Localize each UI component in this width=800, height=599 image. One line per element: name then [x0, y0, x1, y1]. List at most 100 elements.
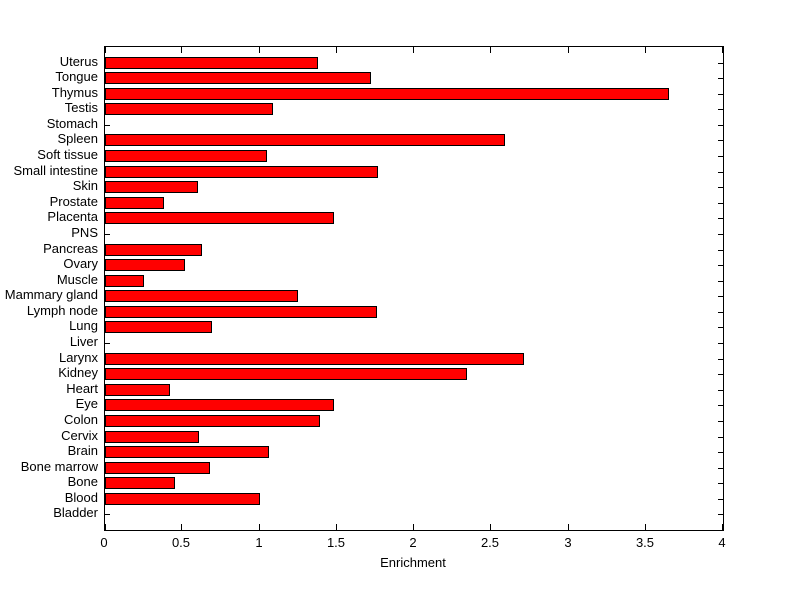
y-axis-tick	[718, 343, 723, 344]
bar-pancreas	[105, 244, 202, 256]
bar-testis	[105, 103, 273, 115]
bar-brain	[105, 446, 269, 458]
bar-soft-tissue	[105, 150, 267, 162]
y-tick-label: Eye	[75, 396, 98, 411]
y-axis-tick	[718, 234, 723, 235]
y-tick-label: Brain	[67, 443, 98, 458]
y-tick-label: Spleen	[57, 131, 98, 146]
y-tick-label: Stomach	[46, 116, 98, 131]
x-axis-tick	[259, 47, 260, 53]
x-tick-label: 2.5	[480, 535, 500, 550]
y-tick-label: Muscle	[56, 272, 98, 287]
y-tick-label: Liver	[69, 334, 98, 349]
x-axis-tick	[105, 524, 106, 530]
y-tick-label: Mammary gland	[4, 287, 98, 302]
bar-larynx	[105, 353, 524, 365]
y-axis-tick	[718, 421, 723, 422]
bar-lung	[105, 321, 212, 333]
y-axis-tick	[718, 437, 723, 438]
bar-thymus	[105, 88, 669, 100]
x-axis-tick	[181, 524, 182, 530]
y-tick-label: Small intestine	[13, 163, 98, 178]
x-tick-label: 3	[564, 535, 572, 550]
y-tick-label: Kidney	[58, 365, 98, 380]
bar-cervix	[105, 431, 199, 443]
x-tick-label: 1	[255, 535, 263, 550]
x-axis-tick	[336, 47, 337, 53]
y-tick-label: Bone	[67, 474, 98, 489]
bar-uterus	[105, 57, 318, 69]
bar-kidney	[105, 368, 467, 380]
y-tick-label: Uterus	[59, 54, 98, 69]
x-axis-tick	[490, 47, 491, 53]
y-axis-tick	[718, 203, 723, 204]
y-tick-label: Lung	[69, 318, 98, 333]
y-tick-label: Ovary	[63, 256, 98, 271]
bar-muscle	[105, 275, 144, 287]
y-axis-tick	[718, 265, 723, 266]
bar-lymph-node	[105, 306, 377, 318]
y-axis-tick	[718, 94, 723, 95]
x-axis-tick	[413, 524, 414, 530]
x-tick-label: 0	[100, 535, 108, 550]
bar-heart	[105, 384, 170, 396]
x-axis-tick	[722, 47, 723, 53]
y-tick-label: Heart	[66, 381, 98, 396]
y-axis-tick	[718, 109, 723, 110]
y-axis-tick	[718, 483, 723, 484]
plot-area	[104, 46, 724, 531]
y-axis-tick	[718, 374, 723, 375]
y-tick-label: Pancreas	[43, 241, 98, 256]
y-axis-tick	[718, 125, 723, 126]
y-axis-tick	[105, 343, 110, 344]
y-tick-label: Placenta	[47, 209, 98, 224]
y-tick-label: Skin	[72, 178, 98, 193]
y-axis-tick	[718, 156, 723, 157]
x-axis-tick	[568, 524, 569, 530]
bar-tongue	[105, 72, 371, 84]
y-tick-label: Testis	[64, 100, 98, 115]
y-axis-tick	[105, 234, 110, 235]
x-tick-label: 4	[718, 535, 726, 550]
y-axis-tick	[718, 499, 723, 500]
y-tick-label: Bone marrow	[20, 459, 98, 474]
bar-eye	[105, 399, 334, 411]
y-tick-label: Larynx	[58, 350, 98, 365]
x-axis-tick	[413, 47, 414, 53]
x-tick-label: 2	[409, 535, 417, 550]
y-axis-tick	[718, 63, 723, 64]
x-axis-tick	[490, 524, 491, 530]
y-axis-tick	[718, 78, 723, 79]
y-axis-tick	[105, 125, 110, 126]
bar-small-intestine	[105, 166, 378, 178]
y-tick-label: Cervix	[61, 428, 98, 443]
y-axis-tick	[718, 468, 723, 469]
y-axis-tick	[718, 218, 723, 219]
x-axis-tick	[645, 47, 646, 53]
x-axis-tick	[105, 47, 106, 53]
bar-skin	[105, 181, 198, 193]
y-axis-tick	[718, 390, 723, 391]
y-tick-label: Bladder	[53, 505, 98, 520]
y-axis-tick	[718, 250, 723, 251]
bar-ovary	[105, 259, 185, 271]
x-axis-tick	[568, 47, 569, 53]
y-axis-tick	[105, 514, 110, 515]
x-tick-label: 0.5	[171, 535, 191, 550]
y-tick-label: Lymph node	[26, 303, 98, 318]
y-axis-tick	[718, 405, 723, 406]
bar-colon	[105, 415, 320, 427]
bar-bone-marrow	[105, 462, 210, 474]
y-axis-tick	[718, 140, 723, 141]
x-tick-label: 3.5	[635, 535, 655, 550]
x-axis-tick	[645, 524, 646, 530]
x-tick-label: 1.5	[326, 535, 346, 550]
y-tick-label: Colon	[64, 412, 98, 427]
x-axis-title: Enrichment	[380, 555, 446, 570]
x-axis-tick	[259, 524, 260, 530]
y-axis-tick	[718, 312, 723, 313]
y-axis-tick	[718, 514, 723, 515]
y-tick-label: PNS	[71, 225, 98, 240]
y-tick-label: Prostate	[49, 194, 98, 209]
y-tick-label: Soft tissue	[37, 147, 98, 162]
